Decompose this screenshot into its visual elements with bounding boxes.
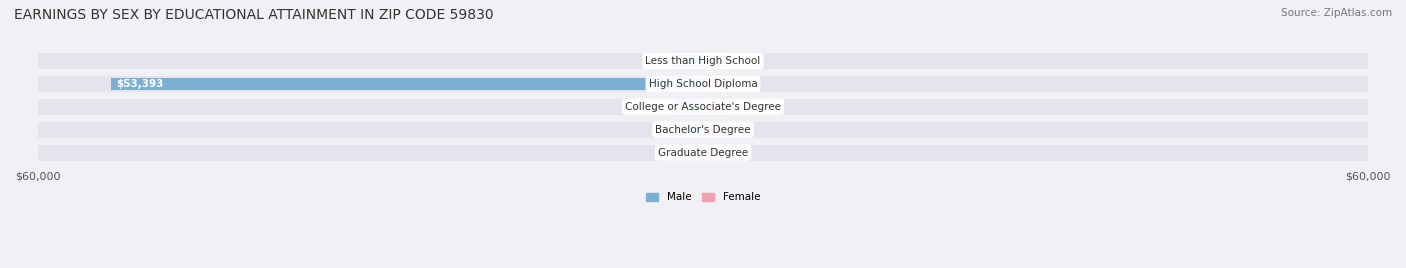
Bar bbox=[675, 146, 703, 159]
Text: $0: $0 bbox=[679, 56, 692, 66]
Text: Less than High School: Less than High School bbox=[645, 56, 761, 66]
Bar bbox=[38, 53, 1368, 69]
Text: $0: $0 bbox=[679, 148, 692, 158]
Bar bbox=[38, 122, 1368, 138]
Text: $0: $0 bbox=[714, 102, 727, 112]
Bar bbox=[703, 146, 731, 159]
Text: $53,393: $53,393 bbox=[117, 79, 165, 89]
Bar bbox=[703, 100, 731, 113]
Bar bbox=[703, 77, 731, 90]
Bar bbox=[703, 123, 731, 136]
Text: Graduate Degree: Graduate Degree bbox=[658, 148, 748, 158]
Text: $0: $0 bbox=[679, 125, 692, 135]
Bar bbox=[675, 100, 703, 113]
Legend: Male, Female: Male, Female bbox=[641, 188, 765, 206]
Bar bbox=[703, 55, 731, 67]
Text: $0: $0 bbox=[714, 148, 727, 158]
Bar bbox=[38, 99, 1368, 115]
Bar bbox=[675, 123, 703, 136]
Text: College or Associate's Degree: College or Associate's Degree bbox=[626, 102, 780, 112]
Text: $0: $0 bbox=[679, 102, 692, 112]
Bar bbox=[38, 76, 1368, 92]
Text: High School Diploma: High School Diploma bbox=[648, 79, 758, 89]
Text: $0: $0 bbox=[714, 125, 727, 135]
Bar bbox=[675, 55, 703, 67]
Bar bbox=[38, 145, 1368, 161]
Bar bbox=[111, 77, 703, 90]
Text: EARNINGS BY SEX BY EDUCATIONAL ATTAINMENT IN ZIP CODE 59830: EARNINGS BY SEX BY EDUCATIONAL ATTAINMEN… bbox=[14, 8, 494, 22]
Text: Bachelor's Degree: Bachelor's Degree bbox=[655, 125, 751, 135]
Text: $0: $0 bbox=[714, 79, 727, 89]
Text: $0: $0 bbox=[714, 56, 727, 66]
Text: Source: ZipAtlas.com: Source: ZipAtlas.com bbox=[1281, 8, 1392, 18]
